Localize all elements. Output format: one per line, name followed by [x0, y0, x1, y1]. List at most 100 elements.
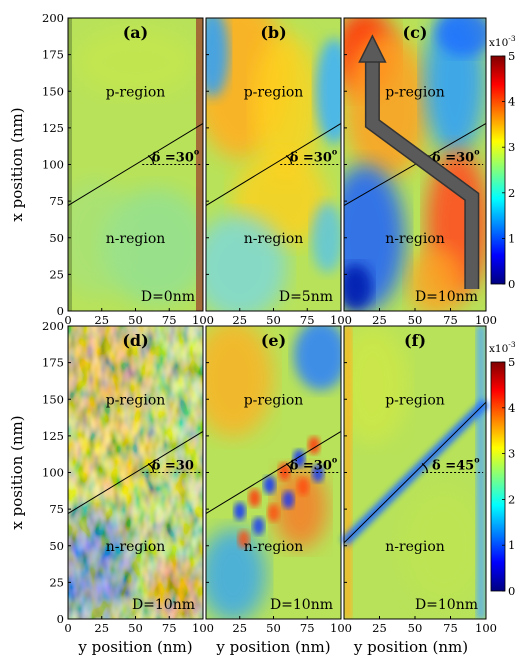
- colorbar-tick-label: 4: [508, 95, 515, 109]
- angle-arc: [285, 463, 293, 473]
- degree-mark: o: [474, 147, 480, 157]
- distance-label: D=10nm: [415, 597, 478, 613]
- x-tick-label: 100: [475, 621, 497, 635]
- arrow-shaft: [366, 61, 478, 290]
- x-tick-label: 100: [330, 313, 352, 327]
- x-tick-label: 25: [94, 313, 109, 327]
- multiplier-exponent: -3: [508, 340, 516, 349]
- panel-label: (b): [260, 23, 286, 42]
- field-blob: [311, 202, 341, 273]
- ripple-lobe: [263, 475, 276, 494]
- junction-line: [343, 123, 487, 206]
- colorbar-multiplier: x10-3: [489, 340, 516, 355]
- x-axis-label: y position (nm): [353, 638, 468, 656]
- field-blob: [273, 466, 328, 549]
- angle-value: δ =30: [152, 151, 194, 166]
- heatmap-field: [68, 326, 203, 619]
- angle-value: δ =45: [432, 459, 474, 474]
- panel-f: (f) p-region n-region D=10nm δ =45o: [340, 325, 490, 620]
- ripple-lobe: [293, 449, 306, 468]
- degree-mark: o: [474, 455, 480, 465]
- colorbar-tick-label: 3: [508, 447, 515, 461]
- y-tick-label: 175: [42, 356, 64, 370]
- x-tick-label: 25: [372, 621, 387, 635]
- n-region-label: n-region: [385, 231, 445, 247]
- field-blob: [315, 38, 341, 144]
- x-tick-label: 100: [330, 621, 352, 635]
- panel-c: (c) p-region n-region D=10nm δ =30o: [343, 17, 487, 312]
- angle-arc: [285, 155, 293, 165]
- angle-label: δ =30o: [290, 147, 338, 166]
- x-tick-label: 50: [408, 621, 423, 635]
- junction-line: [343, 401, 487, 544]
- field-blob: [344, 326, 408, 444]
- angle-label: δ =30o: [290, 455, 338, 474]
- x-tick-label: 25: [232, 621, 247, 635]
- distance-label: D=10nm: [270, 597, 333, 613]
- angle-value: δ =30: [290, 151, 332, 166]
- arrow-head: [358, 34, 387, 63]
- field-blob: [206, 18, 229, 98]
- colorbar-tick-label: 2: [508, 492, 515, 506]
- p-region-label: p-region: [244, 84, 304, 100]
- edge-strip: [476, 326, 486, 619]
- x-axis-label: y position (nm): [215, 638, 330, 656]
- x-tick-label: 50: [128, 621, 143, 635]
- p-region-label: p-region: [385, 392, 445, 408]
- x-tick-label: 75: [300, 313, 315, 327]
- multiplier-exponent: -3: [508, 34, 516, 43]
- ripple-lobe: [282, 490, 295, 509]
- x-tick-label: 25: [94, 621, 109, 635]
- ripple-lobe: [312, 464, 324, 483]
- x-tick-label: 75: [300, 621, 315, 635]
- field-blob: [74, 26, 197, 98]
- y-tick-label: 25: [49, 267, 64, 281]
- ripple-lobe: [233, 502, 246, 521]
- colorbar-tick-label: 3: [508, 140, 515, 154]
- heatmap-field: [206, 326, 341, 619]
- x-tick-label: 25: [372, 313, 387, 327]
- degree-mark: o: [332, 455, 338, 465]
- ripple-lobe: [237, 530, 250, 549]
- angle-value: δ =30: [432, 151, 474, 166]
- colorbar-scale: [490, 55, 506, 285]
- y-tick-label: 75: [49, 502, 64, 516]
- p-region-label: p-region: [244, 392, 304, 408]
- junction-line: [67, 123, 204, 206]
- p-region-label: p-region: [385, 84, 445, 100]
- y-tick-label: 50: [49, 539, 64, 553]
- y-axis-label: x position (nm): [8, 415, 26, 529]
- y-tick-label: 75: [49, 194, 64, 208]
- x-tick-label: 100: [192, 313, 214, 327]
- x-tick-label: 50: [408, 313, 423, 327]
- x-tick-label: 100: [192, 621, 214, 635]
- panel-label: (d): [122, 331, 148, 350]
- ripple-lobe: [267, 503, 280, 522]
- distance-label: D=5nm: [279, 289, 333, 305]
- colorbar-tick-label: 4: [508, 401, 515, 415]
- y-tick-label: 150: [42, 84, 64, 98]
- panel-label: (a): [123, 23, 149, 42]
- y-tick-label: 125: [42, 429, 64, 443]
- panel-e: (e) p-region n-region D=10nm δ =30o: [205, 325, 342, 620]
- x-tick-label: 100: [475, 313, 497, 327]
- n-region-label: n-region: [244, 231, 304, 247]
- ripple-lobe: [252, 517, 265, 536]
- edge-strip: [344, 326, 352, 619]
- x-tick-label: 75: [162, 621, 177, 635]
- degree-mark: o: [194, 147, 200, 157]
- field-blob: [293, 326, 341, 391]
- colorbar-tick-label: 5: [508, 355, 515, 369]
- y-tick-label: 100: [42, 158, 64, 172]
- colorbar-tick-label: 0: [508, 584, 515, 598]
- ripple-lobe: [248, 489, 261, 508]
- n-region-label: n-region: [385, 539, 445, 555]
- panel-label: (f): [404, 331, 426, 350]
- panel-a: (a) p-region n-region D=0nm δ =30o: [67, 17, 204, 312]
- distance-label: D=10nm: [415, 289, 478, 305]
- colorbar-tick-label: 5: [508, 49, 515, 63]
- angle-label: δ =30: [152, 459, 194, 474]
- colorbar-multiplier: x10-3: [489, 34, 516, 49]
